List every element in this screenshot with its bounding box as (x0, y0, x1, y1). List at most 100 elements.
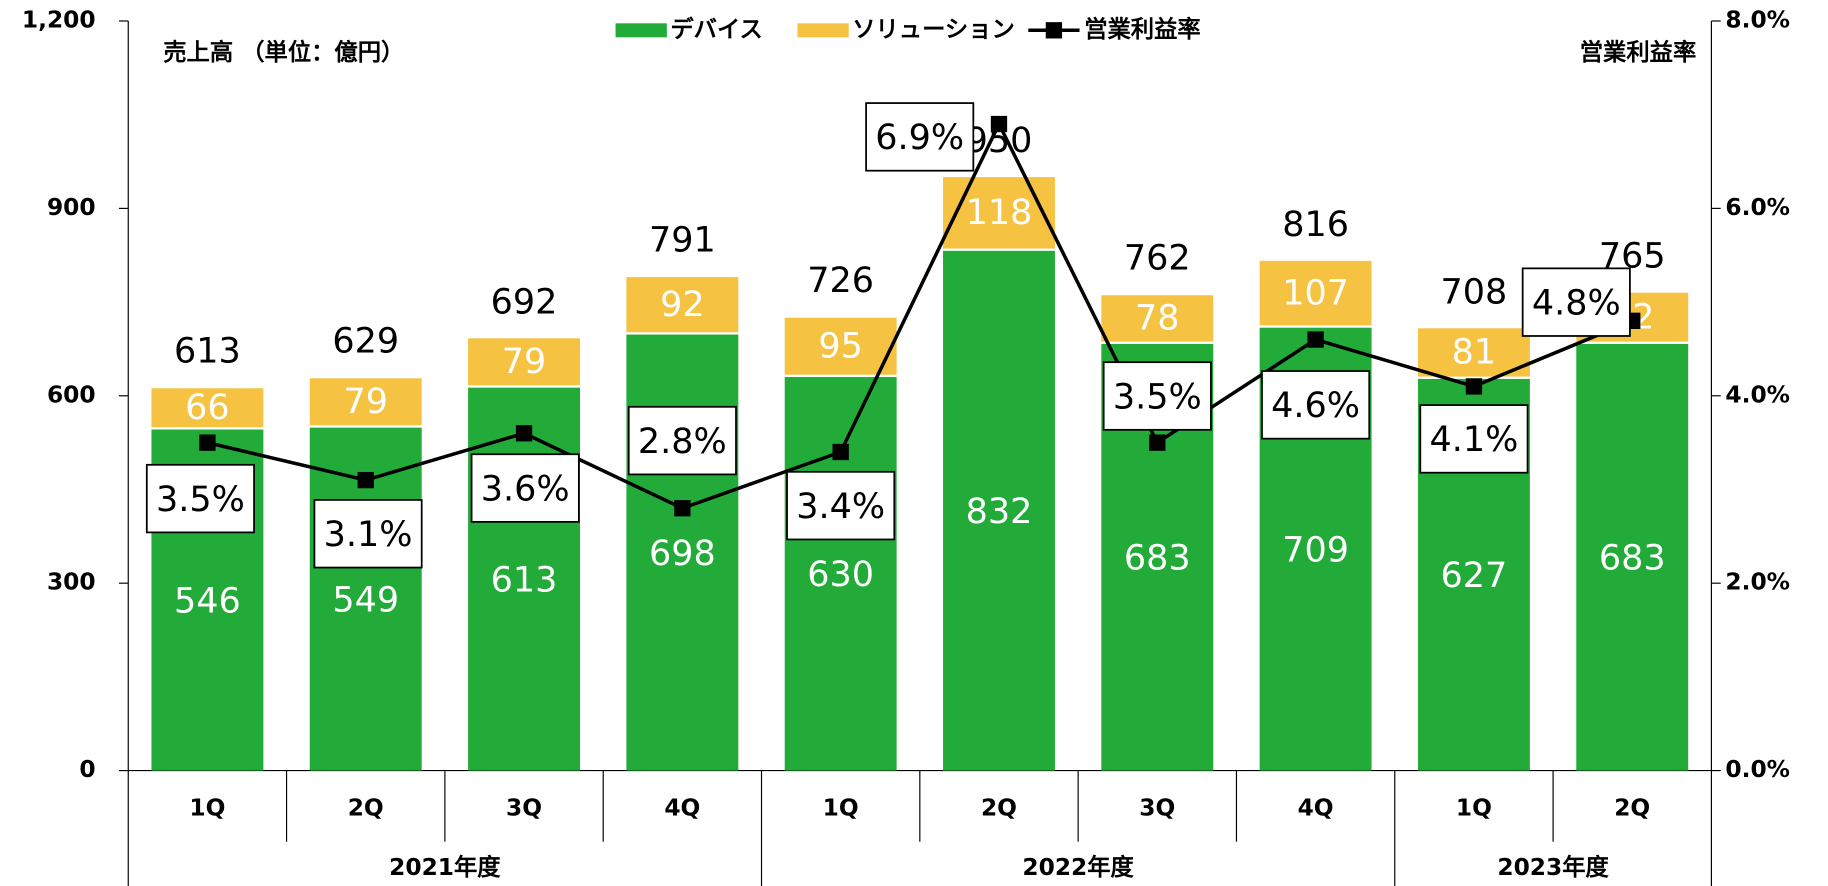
device-label: 630 (807, 555, 874, 595)
bar-solution (626, 277, 739, 333)
margin-label: 2.8% (638, 422, 727, 462)
margin-label: 3.1% (324, 515, 413, 555)
total-label: 762 (1124, 239, 1191, 279)
device-label: 613 (491, 560, 558, 600)
total-label: 692 (491, 282, 558, 322)
total-label: 708 (1441, 272, 1508, 312)
y-tick-label: 900 (47, 194, 96, 221)
device-label: 698 (649, 534, 716, 574)
y-tick-label: 0 (79, 756, 95, 783)
y-tick-label: 600 (47, 381, 96, 408)
bar-solution (784, 317, 897, 375)
x-tick-label: 3Q (506, 795, 542, 822)
bar-device (1576, 343, 1689, 771)
total-label: 816 (1282, 205, 1349, 245)
margin-label-box (313, 499, 423, 569)
device-label: 683 (1124, 539, 1191, 579)
margin-label: 3.4% (796, 487, 885, 527)
margin-marker (1465, 378, 1483, 395)
bar-solution (468, 338, 581, 386)
margin-label: 4.8% (1532, 284, 1621, 324)
margin-label-box (470, 453, 580, 523)
bar-device (784, 377, 897, 771)
device-label: 832 (966, 492, 1033, 532)
margin-label-box (865, 102, 975, 172)
y2-tick-label: 0.0% (1725, 756, 1790, 783)
margin-label-box (145, 463, 255, 534)
solution-label: 118 (966, 193, 1033, 233)
y-axis-label: 売上高 （単位：億円） (163, 38, 404, 66)
margin-label-box (1102, 361, 1212, 431)
device-label: 549 (332, 580, 399, 620)
total-label: 726 (807, 261, 874, 301)
y2-tick-label: 6.0% (1725, 194, 1790, 221)
y2-tick-label: 8.0% (1725, 6, 1790, 33)
solution-label: 66 (185, 388, 229, 428)
group-label: 2021年度 (389, 853, 501, 881)
bar-solution (943, 177, 1055, 249)
x-tick-label: 1Q (823, 795, 859, 822)
margin-label: 6.9% (875, 118, 964, 158)
x-tick-label: 2Q (981, 795, 1017, 822)
solution-label: 107 (1282, 273, 1349, 313)
solution-label: 92 (660, 285, 705, 325)
group-label: 2022年度 (1022, 853, 1134, 881)
x-tick-label: 4Q (1298, 795, 1334, 822)
margin-label: 3.6% (481, 469, 570, 509)
y2-axis-label: 営業利益率 (1580, 38, 1696, 66)
margin-label-box (1419, 404, 1529, 474)
margin-label: 3.5% (1113, 377, 1202, 417)
group-label: 2023年度 (1497, 853, 1609, 881)
total-label: 613 (174, 332, 241, 372)
legend-swatch (615, 23, 667, 38)
device-label: 683 (1599, 539, 1666, 579)
solution-label: 95 (818, 326, 863, 366)
margin-marker (357, 471, 374, 489)
x-tick-label: 1Q (189, 795, 225, 822)
bar-solution (1101, 295, 1214, 342)
y2-tick-label: 4.0% (1725, 381, 1790, 408)
device-label: 627 (1441, 556, 1508, 596)
margin-line (207, 120, 1633, 511)
x-tick-label: 4Q (664, 795, 700, 822)
device-label: 546 (174, 581, 241, 621)
total-label: 629 (332, 322, 399, 362)
margin-label-box (627, 405, 737, 476)
margin-label: 3.5% (156, 480, 245, 520)
solution-label: 79 (343, 382, 388, 422)
solution-label: 81 (1452, 333, 1496, 373)
x-tick-label: 3Q (1139, 795, 1175, 822)
x-tick-label: 2Q (1614, 795, 1650, 822)
margin-marker (674, 500, 691, 517)
margin-label-box (1521, 267, 1631, 337)
bar-solution (1417, 328, 1530, 377)
margin-marker (515, 425, 533, 442)
bar-solution (1259, 260, 1372, 326)
total-label: 791 (649, 221, 716, 261)
margin-marker (1149, 434, 1166, 451)
solution-label: 78 (1135, 299, 1180, 339)
margin-label: 4.1% (1430, 420, 1519, 460)
y-tick-label: 300 (47, 569, 96, 596)
bar-solution (309, 378, 422, 426)
x-tick-label: 2Q (348, 795, 384, 822)
margin-label-box (786, 470, 896, 541)
margin-label-box (1261, 370, 1371, 440)
bar-solution (151, 388, 264, 428)
legend-label: 営業利益率 (1084, 15, 1200, 43)
margin-marker (832, 443, 849, 461)
legend-swatch (797, 23, 849, 38)
legend-label: デバイス (670, 15, 763, 43)
margin-marker (1307, 331, 1324, 348)
margin-marker (990, 115, 1008, 133)
solution-label: 79 (502, 342, 547, 382)
x-tick-label: 1Q (1456, 795, 1492, 822)
y2-tick-label: 2.0% (1725, 569, 1790, 596)
margin-marker (199, 434, 216, 451)
bar-device (943, 250, 1055, 771)
margin-label: 4.6% (1271, 386, 1360, 426)
legend-marker (1045, 22, 1063, 39)
y-tick-label: 1,200 (22, 6, 96, 33)
legend-label: ソリューション (852, 16, 1015, 43)
